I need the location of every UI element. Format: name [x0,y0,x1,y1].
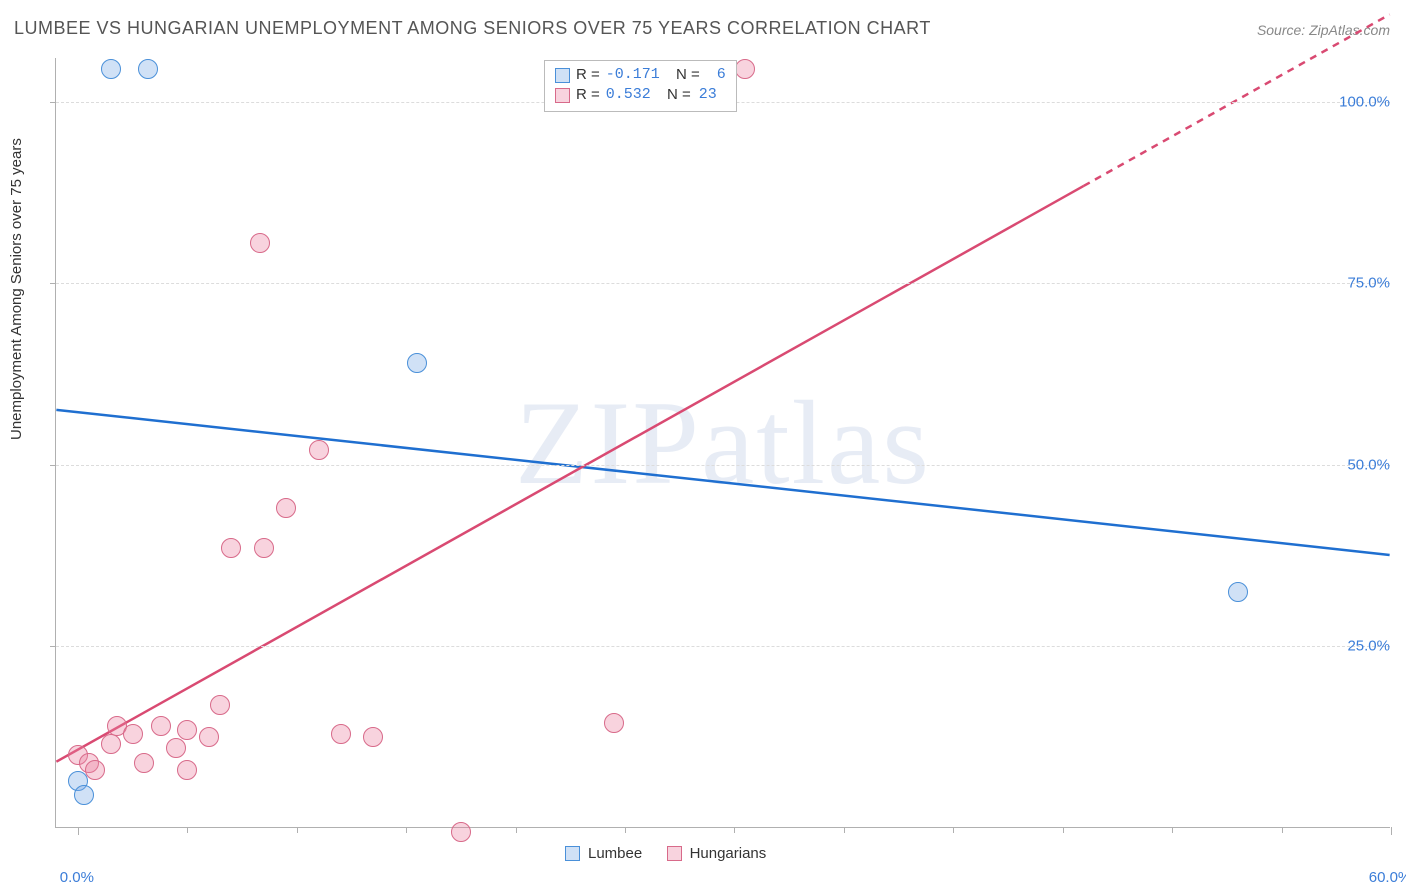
correlation-legend: R = -0.171 N = 6 R = 0.532 N = 23 [544,60,737,112]
x-tick-label: 0.0% [60,869,94,886]
hungarian-point [101,734,121,754]
x-minor-tick [297,827,298,833]
hungarian-point [735,59,755,79]
hungarian-point [123,724,143,744]
y-tick-label: 100.0% [1339,93,1390,110]
plot-area: ZIPatlas [55,58,1390,828]
hungarians-swatch [667,846,682,861]
x-minor-tick [516,827,517,833]
lumbee-legend-label: Lumbee [588,845,642,862]
hungarian-point [331,724,351,744]
x-minor-tick [1282,827,1283,833]
hungarian-point [166,738,186,758]
x-minor-tick [1172,827,1173,833]
hungarian-point [210,695,230,715]
gridline-horizontal [56,283,1390,284]
x-minor-tick [953,827,954,833]
hungarian-point [451,822,471,842]
hungarian-point [254,538,274,558]
watermark: ZIPatlas [515,374,931,512]
x-minor-tick [187,827,188,833]
x-tick-label: 60.0% [1369,869,1406,886]
hungarian-point [177,760,197,780]
source-attribution: Source: ZipAtlas.com [1257,22,1390,38]
lumbee-point [138,59,158,79]
gridline-horizontal [56,646,1390,647]
hungarian-point [151,716,171,736]
series-legend: Lumbee Hungarians [565,845,766,862]
x-minor-tick [734,827,735,833]
hungarians-legend-label: Hungarians [690,845,767,862]
lumbee-point [1228,582,1248,602]
lumbee-swatch [565,846,580,861]
hungarian-point [134,753,154,773]
x-minor-tick [844,827,845,833]
hungarian-point [604,713,624,733]
hungarian-point [309,440,329,460]
trend-lines [56,58,1390,827]
hungarian-point [363,727,383,747]
hungarian-point [221,538,241,558]
hungarian-point [85,760,105,780]
x-minor-tick [625,827,626,833]
y-tick-label: 75.0% [1347,275,1390,292]
chart-title: LUMBEE VS HUNGARIAN UNEMPLOYMENT AMONG S… [14,18,931,39]
y-tick-label: 25.0% [1347,638,1390,655]
y-axis-label: Unemployment Among Seniors over 75 years [8,138,25,440]
hungarian-point [250,233,270,253]
hungarian-point [276,498,296,518]
correlation-chart: LUMBEE VS HUNGARIAN UNEMPLOYMENT AMONG S… [0,0,1406,892]
gridline-horizontal [56,465,1390,466]
lumbee-point [407,353,427,373]
x-minor-tick [406,827,407,833]
x-minor-tick [1063,827,1064,833]
y-tick-label: 50.0% [1347,456,1390,473]
hungarian-point [177,720,197,740]
lumbee-point [74,785,94,805]
hungarian-point [199,727,219,747]
lumbee-point [101,59,121,79]
